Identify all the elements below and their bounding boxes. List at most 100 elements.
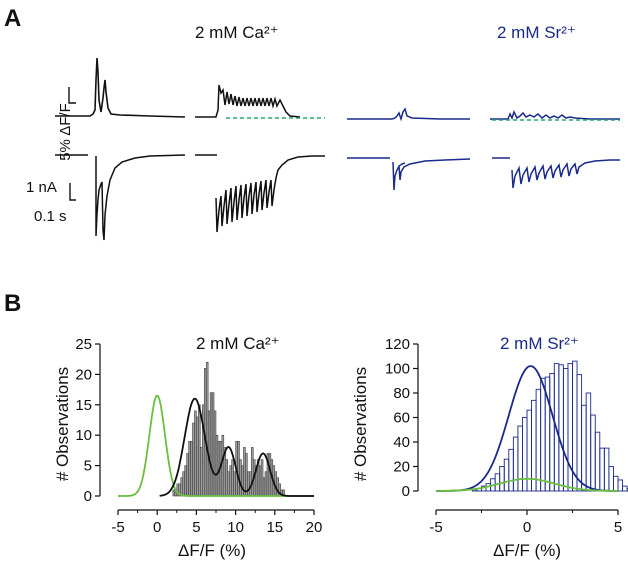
calcium-hist-bar bbox=[196, 416, 199, 497]
calcium-y-axis-label: # Observations bbox=[53, 367, 72, 481]
strontium-hist-bar bbox=[608, 466, 614, 492]
calcium-hist-bar bbox=[227, 471, 230, 497]
calcium-x-axis-label: ΔF/F (%) bbox=[178, 541, 246, 560]
calcium-y-tick-label: 25 bbox=[75, 336, 92, 353]
calcium-x-tick-label: 10 bbox=[227, 519, 244, 536]
strontium-hist-bar bbox=[494, 473, 501, 492]
strontium-current-trace-single bbox=[347, 157, 471, 191]
panel-a-label: A bbox=[4, 5, 21, 32]
strontium-x-tick-label: -5 bbox=[429, 519, 442, 536]
strontium-hist-bar bbox=[508, 448, 514, 492]
calcium-x-tick-label: -5 bbox=[111, 519, 124, 536]
strontium-x-axis-label: ΔF/F (%) bbox=[493, 541, 561, 560]
strontium-histogram-title: 2 mM Sr²⁺ bbox=[500, 334, 579, 353]
strontium-hist-bar bbox=[576, 374, 583, 492]
strontium-hist-bar bbox=[558, 364, 564, 492]
strontium-hist-bar bbox=[531, 399, 537, 492]
calcium-y-tick-label: 0 bbox=[84, 488, 92, 505]
calcium-hist-bar bbox=[200, 447, 203, 497]
calcium-x-tick-label: 20 bbox=[306, 519, 323, 536]
calcium-noise-fit bbox=[118, 394, 314, 497]
strontium-hist-bar bbox=[522, 417, 528, 492]
panel-b-label: B bbox=[4, 290, 21, 317]
strontium-hist-bar bbox=[613, 475, 619, 492]
strontium-fluorescence-trace-single bbox=[347, 107, 470, 122]
calcium-hist-bar bbox=[188, 441, 191, 497]
calcium-hist-bar bbox=[205, 361, 209, 497]
strontium-histogram-chart: 2 mM Sr²⁺ # Observations ΔF/F (%) 0 20 40 6… bbox=[351, 334, 628, 560]
calcium-hist-bar bbox=[225, 459, 229, 497]
strontium-x-tick-label: 5 bbox=[614, 519, 622, 536]
strontium-hist-bar bbox=[499, 466, 505, 492]
calcium-hist-bar bbox=[258, 465, 262, 497]
strontium-y-tick-label: 80 bbox=[393, 385, 410, 402]
calcium-hist-bar bbox=[251, 447, 254, 497]
strontium-hist-bar bbox=[594, 431, 601, 492]
strontium-hist-bar bbox=[562, 368, 569, 492]
strontium-title: 2 mM Sr²⁺ bbox=[497, 23, 576, 42]
current-scale-label: 1 nA bbox=[26, 179, 57, 196]
calcium-x-tick-label: 0 bbox=[153, 519, 161, 536]
calcium-histogram-title: 2 mM Ca²⁺ bbox=[196, 334, 280, 353]
strontium-noise-fit bbox=[435, 477, 619, 492]
calcium-hist-bar bbox=[215, 434, 219, 497]
strontium-hist-bar bbox=[503, 458, 510, 492]
calcium-hist-bar bbox=[260, 459, 264, 497]
calcium-y-tick-label: 10 bbox=[75, 427, 92, 444]
strontium-hist-bar bbox=[599, 447, 605, 492]
strontium-hist-bar bbox=[626, 488, 628, 492]
calcium-hist-bar bbox=[241, 465, 244, 497]
calcium-hist-bar bbox=[221, 434, 225, 497]
calcium-hist-bar bbox=[231, 459, 234, 497]
strontium-y-tick-label: 40 bbox=[393, 434, 410, 451]
strontium-y-axis-label: # Observations bbox=[351, 367, 370, 481]
calcium-hist-bar bbox=[233, 471, 236, 497]
strontium-hist-bar bbox=[540, 377, 546, 492]
calcium-fluorescence-trace-train bbox=[195, 84, 301, 118]
calcium-hist-bar bbox=[229, 465, 232, 497]
calcium-hist-bar bbox=[180, 477, 183, 497]
calcium-y-tick-label: 15 bbox=[75, 397, 92, 414]
time-scale-label: 0.1 s bbox=[34, 208, 67, 225]
strontium-hist-bar bbox=[567, 363, 573, 492]
strontium-hist-bar bbox=[512, 436, 519, 492]
strontium-y-tick-label: 100 bbox=[385, 361, 410, 378]
strontium-hist-bar bbox=[585, 392, 592, 492]
strontium-hist-bar bbox=[603, 447, 610, 492]
calcium-hist-bar bbox=[243, 447, 246, 497]
strontium-hist-bar bbox=[549, 372, 555, 492]
calcium-title: 2 mM Ca²⁺ bbox=[195, 23, 279, 42]
strontium-hist-bar bbox=[617, 479, 623, 492]
calcium-hist-bar bbox=[264, 471, 268, 497]
strontium-hist-bar bbox=[622, 485, 628, 492]
strontium-hist-bar bbox=[517, 425, 523, 492]
strontium-y-tick-label: 120 bbox=[385, 336, 410, 353]
calcium-y-tick-label: 20 bbox=[75, 366, 92, 383]
calcium-multi-gaussian-fit bbox=[159, 397, 314, 497]
calcium-hist-bar bbox=[213, 410, 217, 497]
calcium-x-tick-label: 5 bbox=[192, 519, 200, 536]
calcium-hist-bar bbox=[262, 477, 266, 497]
calcium-hist-bar bbox=[247, 471, 250, 497]
calcium-hist-bar bbox=[192, 422, 195, 497]
calcium-hist-bar bbox=[190, 441, 193, 497]
calcium-hist-bar bbox=[186, 453, 189, 497]
calcium-hist-bar bbox=[209, 392, 213, 497]
calcium-hist-bar bbox=[184, 465, 187, 497]
calcium-hist-bar bbox=[245, 453, 248, 497]
fluorescence-scale-bar bbox=[68, 87, 76, 104]
calcium-hist-bar bbox=[182, 471, 185, 497]
strontium-fluorescence-trace-train bbox=[490, 110, 620, 120]
strontium-hist-bar bbox=[581, 404, 587, 492]
calcium-fluorescence-trace-twin bbox=[55, 57, 186, 118]
current-time-scale-bar bbox=[69, 183, 76, 201]
calcium-y-tick-label: 5 bbox=[84, 458, 92, 475]
strontium-current-trace-train bbox=[492, 157, 620, 189]
strontium-hist-bar bbox=[535, 388, 542, 492]
calcium-current-trace-twin bbox=[55, 154, 186, 241]
strontium-y-tick-label: 0 bbox=[402, 483, 410, 500]
calcium-hist-bar bbox=[198, 404, 201, 497]
calcium-x-tick-label: 15 bbox=[266, 519, 283, 536]
calcium-hist-bar bbox=[194, 410, 197, 497]
